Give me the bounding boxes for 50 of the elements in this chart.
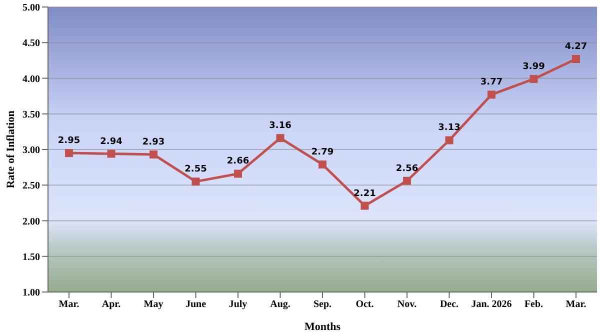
data-label: 2.94 [100,136,122,147]
data-label: 3.13 [438,123,460,134]
x-tick-label: May [144,299,164,310]
x-tick-label: Aug. [270,299,291,310]
y-tick-label: 3.50 [22,109,40,120]
data-label: 3.77 [480,78,503,88]
x-tick-label: Feb. [524,299,544,310]
point [403,176,411,185]
x-tick-label: Jan. 2026 [471,299,512,310]
point [192,178,200,186]
x-tick-label: July [228,299,248,310]
y-tick-label: 2.50 [22,180,40,192]
data-label: 2.95 [58,136,80,146]
data-label: 2.93 [142,137,165,148]
x-axis-title: Months [304,321,342,333]
x-tick-label: June [185,299,207,310]
point [150,150,158,158]
point [234,170,242,178]
data-label: 2.56 [396,164,418,174]
point [107,150,116,158]
x-tick-label: Mar. [566,299,587,310]
data-label: 2.79 [311,147,334,158]
y-tick-label: 4.00 [22,74,40,85]
x-tick-label: Mar. [58,299,80,310]
y-tick-label: 1.50 [22,252,40,263]
y-tick-label: 1.00 [22,288,40,299]
x-tick-label: Sep. [313,299,332,310]
x-tick-label: Dec. [440,299,460,310]
y-tick-label: 2.00 [22,216,40,228]
data-label: 2.21 [354,188,376,199]
point [572,55,580,64]
point [65,149,73,158]
data-label: 3.16 [269,121,292,132]
y-tick-label: 4.50 [22,38,40,50]
x-tick-label: Apr. [102,299,122,310]
y-axis-title: Rate of Inflation [4,110,17,188]
x-tick-label: Nov. [397,299,418,310]
point [360,202,369,210]
point [530,74,538,83]
point [445,136,454,144]
data-label: 4.27 [564,42,588,52]
data-label: 2.55 [184,164,207,175]
data-label: 3.99 [522,62,545,72]
data-label: 2.66 [226,156,250,167]
y-tick-label: 3.00 [22,145,40,156]
point [318,160,326,168]
y-tick-label: 5.00 [22,2,40,14]
x-tick-label: Oct. [356,299,374,310]
point [488,90,496,99]
point [276,134,284,142]
